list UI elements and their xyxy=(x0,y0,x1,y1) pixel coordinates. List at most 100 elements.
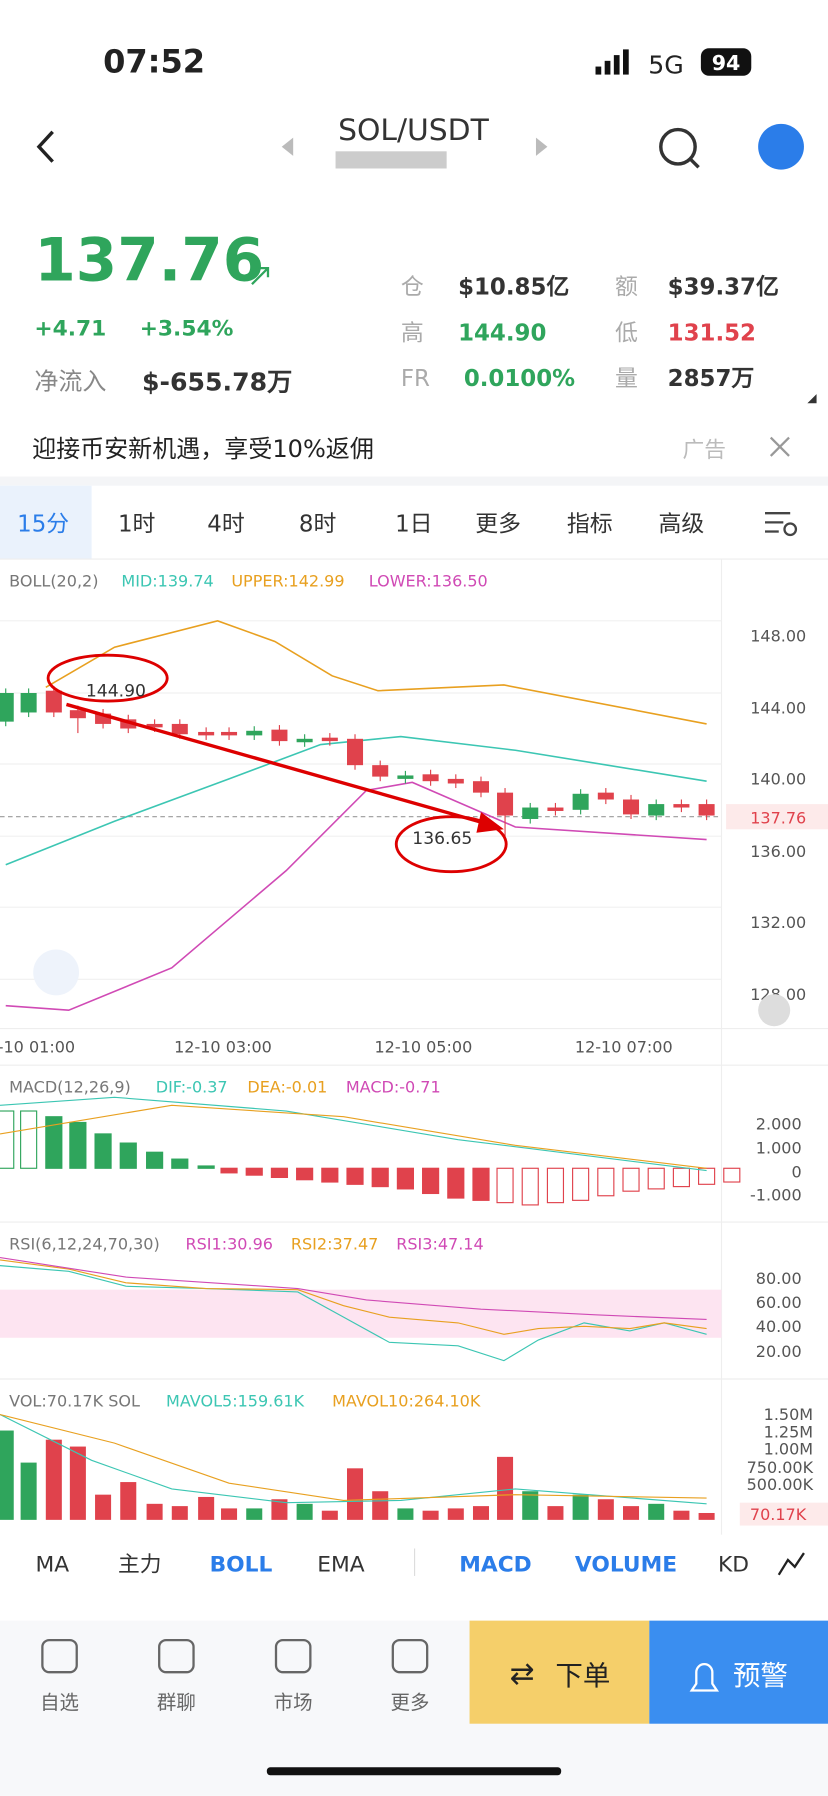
vol-bar xyxy=(648,1503,665,1520)
vol-bar xyxy=(296,1503,313,1520)
nav-label[interactable]: 更多 xyxy=(391,1691,430,1714)
order-icon: ⇄ xyxy=(510,1657,535,1692)
candle xyxy=(397,775,414,779)
rsi2 xyxy=(0,1259,707,1335)
stat-label: FR xyxy=(401,366,430,392)
nav-icon xyxy=(158,1638,195,1674)
alert-label: 预警 xyxy=(733,1660,788,1692)
pair: SOL/USDT xyxy=(338,113,490,148)
legend: MID:139.74 xyxy=(121,571,213,590)
stat-value: 2857万 xyxy=(668,366,755,392)
vol-bar xyxy=(397,1508,414,1520)
macd-bar xyxy=(245,1167,263,1176)
macd-bar xyxy=(723,1167,741,1183)
stat-label: 仓 xyxy=(401,274,424,300)
price-tick: 136.00 xyxy=(750,842,806,861)
interval-tab[interactable]: 高级 xyxy=(659,512,705,538)
time-tick: 12-10 05:00 xyxy=(374,1038,472,1057)
nav-label[interactable]: 群聊 xyxy=(157,1691,196,1714)
vol-bar xyxy=(95,1494,112,1520)
time-tick: 12-10 07:00 xyxy=(575,1038,673,1057)
vol-tick: 750.00K xyxy=(747,1458,814,1477)
battery-level: 94 xyxy=(712,51,741,75)
vol-bar xyxy=(198,1496,215,1520)
scroll-button[interactable] xyxy=(758,994,791,1027)
price-tick: 140.00 xyxy=(750,770,806,789)
legend: MACD:-0.71 xyxy=(346,1078,441,1097)
indicator-tab[interactable]: MA xyxy=(36,1552,70,1577)
close[interactable] xyxy=(769,436,790,457)
interval-tab[interactable]: 15分 xyxy=(17,512,69,538)
order-button[interactable] xyxy=(469,1620,650,1724)
time: 07:52 xyxy=(103,42,205,80)
legend: MAVOL10:264.10K xyxy=(332,1391,481,1410)
annotation: 136.65 xyxy=(412,829,472,849)
vol-bar xyxy=(547,1506,564,1520)
interval-tab[interactable]: 指标 xyxy=(567,512,613,538)
vol-bar xyxy=(372,1491,389,1520)
rsi3 xyxy=(0,1257,707,1321)
candle xyxy=(69,710,86,719)
stat-value: $10.85亿 xyxy=(458,274,569,300)
legend: DEA:-0.01 xyxy=(247,1078,327,1097)
interval-tab[interactable]: 8时 xyxy=(299,512,337,538)
search[interactable] xyxy=(659,127,700,169)
macd-bar xyxy=(296,1167,314,1181)
ad-tag: 广告 xyxy=(683,438,727,463)
indicator-tab[interactable]: VOLUME xyxy=(575,1552,677,1577)
change: +4.71 xyxy=(34,317,106,342)
indicator-tab[interactable]: MACD xyxy=(459,1552,532,1577)
last-price-axis: 137.76 xyxy=(750,809,806,828)
vol-bar xyxy=(20,1462,37,1520)
vol-bar xyxy=(221,1508,238,1520)
interval-tab[interactable]: 1日 xyxy=(395,512,432,538)
candle xyxy=(422,774,439,782)
candle xyxy=(45,690,62,713)
macd-bar xyxy=(119,1142,137,1169)
candle xyxy=(648,804,665,816)
macd-bar xyxy=(321,1167,339,1183)
last-price-tag xyxy=(726,804,828,830)
candle xyxy=(597,792,614,800)
interval-tab[interactable]: 更多 xyxy=(475,512,521,538)
vol-last: 70.17K xyxy=(750,1505,807,1524)
avatar[interactable] xyxy=(758,123,804,170)
macd-tick: 1.000 xyxy=(756,1138,802,1157)
macd-bar xyxy=(472,1167,490,1201)
stat-value: $39.37亿 xyxy=(668,274,779,300)
macd-bar xyxy=(647,1167,665,1190)
nav-icon xyxy=(41,1638,78,1674)
expand-button[interactable] xyxy=(33,949,80,996)
draw-tool[interactable] xyxy=(777,1552,805,1576)
indicator-tab[interactable]: KD xyxy=(718,1552,749,1577)
macd-bar xyxy=(622,1167,640,1192)
indicator-tab[interactable]: EMA xyxy=(317,1552,365,1577)
macd-bar xyxy=(146,1151,164,1169)
indicator-tab[interactable]: 主力 xyxy=(118,1552,162,1577)
vol-tag xyxy=(739,1502,828,1526)
expand[interactable] xyxy=(807,394,817,404)
settings[interactable] xyxy=(765,512,798,537)
netflow: $-655.78万 xyxy=(142,368,292,397)
candle xyxy=(572,793,589,810)
macd-bar xyxy=(672,1167,690,1188)
vol-tick: 1.50M xyxy=(764,1405,813,1424)
legend: MAVOL5:159.61K xyxy=(166,1391,305,1410)
nav-label[interactable]: 市场 xyxy=(274,1691,313,1714)
macd-bar xyxy=(171,1158,189,1169)
alert-button[interactable] xyxy=(649,1620,828,1724)
interval-tab[interactable]: 4时 xyxy=(207,512,245,538)
macd-bar xyxy=(422,1167,440,1195)
candle xyxy=(198,731,215,736)
back[interactable] xyxy=(36,130,54,163)
vol-bar xyxy=(673,1510,690,1520)
stat-label: 低 xyxy=(615,320,638,346)
vol-bar xyxy=(69,1446,86,1520)
nav-label[interactable]: 自选 xyxy=(40,1691,79,1714)
vol-bar xyxy=(422,1510,439,1520)
boll-line xyxy=(5,735,707,866)
indicator-tab[interactable]: BOLL xyxy=(210,1552,273,1577)
candle xyxy=(623,799,640,815)
interval-tab[interactable]: 1时 xyxy=(118,512,156,538)
candle xyxy=(20,693,37,713)
